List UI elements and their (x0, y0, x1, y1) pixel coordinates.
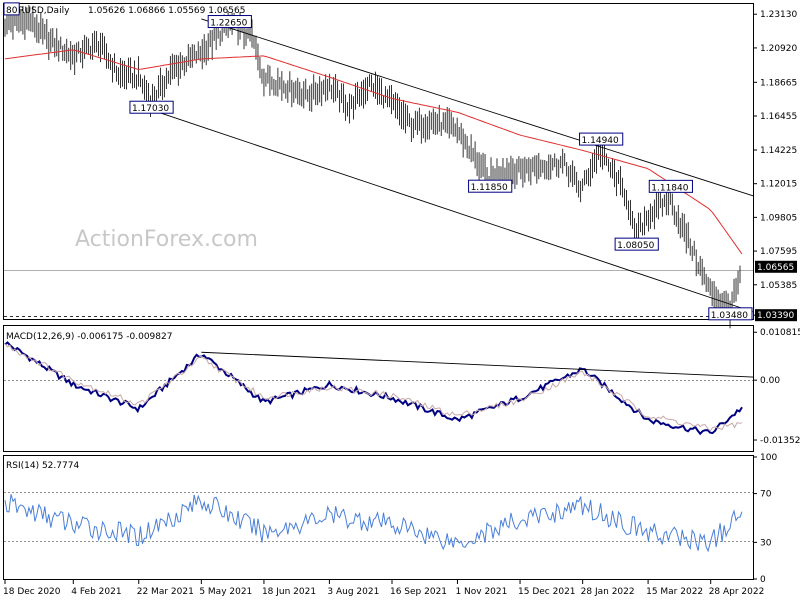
annotation-label: 1.03480 (711, 311, 748, 321)
ohlc-values: 1.05626 1.06866 1.05569 1.06565 (88, 6, 245, 16)
annotation-label: 1.17030 (132, 104, 169, 114)
support-price-tag-label: 1.03390 (757, 311, 794, 321)
date-tick-label: 28 Apr 2022 (709, 587, 765, 597)
date-tick-label: 18 Dec 2020 (3, 587, 61, 597)
macd-panel-frame (3, 325, 754, 452)
symbol-title: EURUSD,Daily (6, 6, 70, 16)
price-tick-label: 1.14225 (760, 146, 797, 156)
price-annotations: 80 1.22650 1.17030 1.11850 1.14940 1.11840 1.0… (3, 2, 753, 321)
macd-tick-label: 0.010815 (760, 328, 800, 338)
macd-tick-label: -0.01352 (760, 436, 800, 446)
price-tick-label: 1.16455 (760, 112, 797, 122)
annotation-box (207, 15, 252, 29)
date-tick-label: 16 Sep 2021 (390, 587, 447, 597)
price-tick-label: 1.05385 (760, 281, 797, 291)
annotation-label: 1.22650 (210, 19, 247, 29)
watermark: ActionForex.com (75, 227, 258, 252)
date-tick-label: 28 Jan 2022 (581, 587, 635, 597)
annotation-label: 1.11840 (651, 183, 688, 193)
price-axis: 1.23130 1.20920 1.18665 1.16455 1.14225 1.120… (753, 10, 797, 322)
date-tick-label: 1 Nov 2021 (455, 587, 507, 597)
price-tick-label: 1.07595 (760, 247, 797, 257)
moving-average-group (4, 49, 743, 255)
date-tick-label: 5 May 2021 (199, 587, 252, 597)
support-price-tag (755, 309, 797, 322)
annotation-label: 1.08050 (617, 241, 654, 251)
date-tick-label: 18 Jun 2021 (262, 587, 316, 597)
annotation-box (468, 179, 513, 193)
price-tick-label: 1.20920 (760, 44, 797, 54)
annotation-box (614, 237, 659, 251)
macd-signal-line (4, 343, 743, 432)
annotation-box (708, 307, 753, 321)
annotation-box (129, 100, 174, 114)
price-tick-label: 1.23130 (760, 10, 797, 20)
date-tick-label: 15 Mar 2022 (646, 587, 703, 597)
price-trend-line (151, 109, 754, 313)
date-axis: 18 Dec 2020 4 Feb 2021 22 Mar 2021 5 May 20… (3, 580, 764, 597)
price-panel-frame (3, 3, 754, 320)
price-trend-line (201, 18, 754, 197)
date-tick-label: 15 Dec 2021 (518, 587, 576, 597)
annotation-box (648, 179, 693, 193)
macd-title: MACD(12,26,9) -0.006175 -0.009827 (6, 332, 172, 342)
annotation-label: 1.11850 (471, 183, 508, 193)
date-tick-label: 4 Feb 2021 (71, 587, 121, 597)
rsi-lines (4, 494, 743, 553)
date-tick-label: 3 Aug 2021 (327, 587, 379, 597)
moving-average-line (4, 49, 743, 255)
macd-lines (4, 341, 754, 436)
price-tick-label: 1.12015 (760, 180, 797, 190)
rsi-tick-label: 70 (760, 490, 772, 500)
annotation-box (3, 2, 20, 16)
current-price-tag-label: 1.06565 (757, 263, 794, 273)
rsi-title: RSI(14) 52.7774 (6, 461, 79, 471)
annotation-label: 80 (6, 6, 18, 16)
annotation-label: 1.14940 (582, 136, 619, 146)
rsi-tick-label: 100 (760, 453, 777, 463)
rsi-panel-frame (3, 455, 754, 580)
annotation-box (579, 132, 624, 146)
current-price-tag (755, 260, 797, 273)
macd-tick-label: 0.00 (760, 376, 780, 386)
price-trend-lines (151, 18, 754, 313)
macd-trend-line (201, 351, 754, 378)
rsi-tick-label: 0 (760, 575, 766, 585)
rsi-line (4, 494, 743, 553)
date-tick-label: 22 Mar 2021 (137, 587, 194, 597)
macd-axis: 0.010815 0.00 -0.01352 (753, 328, 800, 446)
rsi-axis: 100 70 30 0 (753, 453, 777, 585)
price-tick-label: 1.09805 (760, 213, 797, 223)
price-tick-label: 1.18665 (760, 78, 797, 88)
rsi-tick-label: 30 (760, 538, 772, 548)
